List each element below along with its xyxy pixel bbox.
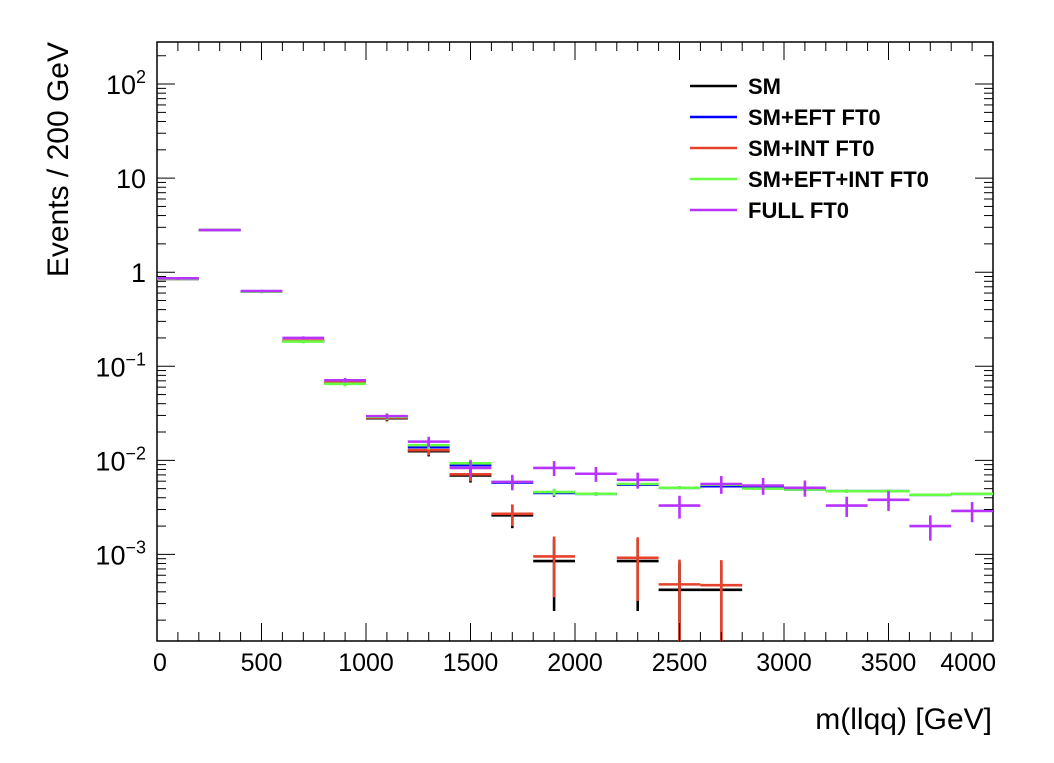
y-tick-label: 10−3: [95, 537, 146, 570]
legend-label: SM+EFT FT0: [748, 105, 881, 130]
y-tick-label: 10−1: [95, 349, 146, 382]
series-group: [157, 228, 993, 641]
axes-group: 0 500 1000 1500 2000 2500 3000 3500 4000 10−3 10−2…: [95, 42, 996, 677]
legend-label: SM+EFT+INT FT0: [748, 167, 929, 192]
legend-label: SM: [748, 74, 781, 99]
x-tick-label: 1500: [443, 649, 499, 677]
legend: SM SM+EFT FT0 SM+INT FT0 SM+EFT+INT FT0 FULL…: [690, 74, 929, 223]
legend-label: SM+INT FT0: [748, 136, 875, 161]
series-sm-eft-int-ft0: [157, 228, 993, 497]
x-tick-label: 2500: [652, 649, 708, 677]
y-tick-label: 102: [106, 67, 146, 100]
y-tick-label: 1: [131, 258, 146, 288]
x-axis-title: m(llqq) [GeV]: [815, 703, 992, 736]
y-axis-title: Events / 200 GeV: [42, 42, 75, 277]
x-tick-label: 2000: [547, 649, 603, 677]
x-tick-label: 1000: [338, 649, 394, 677]
series-full-ft0: [157, 228, 993, 541]
series-sm-eft-ft0: [157, 228, 993, 497]
x-tick-label: 3500: [861, 649, 917, 677]
legend-label: FULL FT0: [748, 198, 849, 223]
x-tick-label: 4000: [940, 649, 996, 677]
x-tick-label: 0: [153, 649, 167, 677]
y-tick-label: 10: [116, 164, 146, 194]
x-tick-label: 3000: [756, 649, 812, 677]
y-tick-label: 10−2: [95, 443, 146, 476]
x-tick-label: 500: [241, 649, 283, 677]
